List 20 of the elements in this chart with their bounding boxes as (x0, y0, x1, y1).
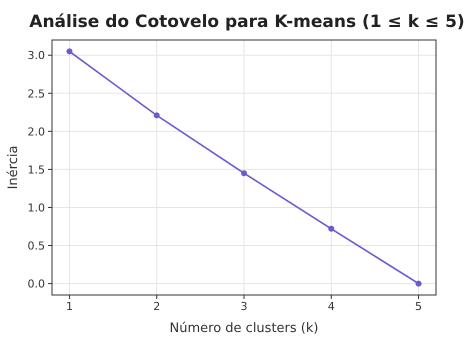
point (241, 170, 247, 176)
x-tick-label: 4 (328, 300, 335, 313)
y-tick-label: 1.0 (28, 201, 45, 214)
x-axis-title: Número de clusters (k) (170, 321, 318, 336)
x-tick-label: 1 (66, 300, 73, 313)
x-tick-label: 5 (415, 300, 422, 313)
x-tick-label: 2 (153, 300, 160, 313)
point (328, 226, 334, 232)
y-tick-label: 1.5 (28, 163, 45, 176)
y-tick-label: 0.5 (28, 240, 45, 253)
y-tick-label: 2.0 (28, 125, 45, 138)
point (66, 48, 72, 54)
chart-title: Análise do Cotovelo para K-means (1 ≤ k ≤ 5) (29, 12, 465, 32)
y-tick-label: 2.5 (28, 87, 45, 100)
x-tick-label: 3 (240, 300, 248, 313)
y-tick-label: 0.0 (28, 278, 45, 291)
y-tick-label: 3.0 (28, 49, 45, 62)
point (154, 112, 160, 118)
point (416, 280, 422, 287)
y-axis-title: Inércia (6, 146, 21, 190)
